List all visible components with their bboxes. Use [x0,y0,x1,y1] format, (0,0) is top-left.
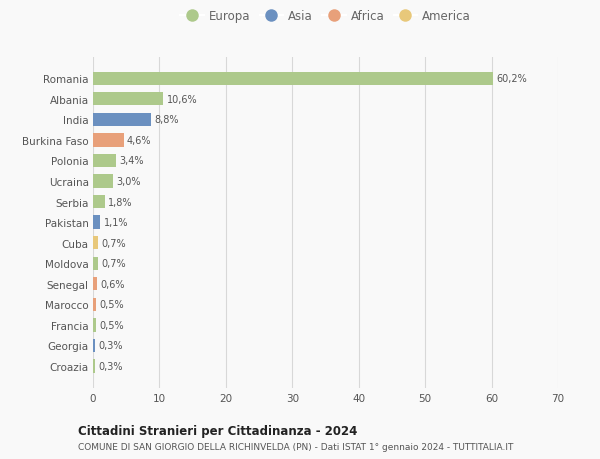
Bar [93,339,95,353]
Text: 0,5%: 0,5% [100,300,124,310]
Text: 8,8%: 8,8% [155,115,179,125]
Text: 1,1%: 1,1% [104,218,128,228]
Bar [93,298,97,311]
Text: 0,6%: 0,6% [100,279,125,289]
Bar [93,359,95,373]
Bar [93,73,493,86]
Bar [93,93,163,106]
Text: 3,0%: 3,0% [116,177,141,187]
Bar [93,154,116,168]
Text: 0,7%: 0,7% [101,258,125,269]
Text: 10,6%: 10,6% [167,95,197,105]
Bar [93,257,98,270]
Bar [93,175,113,188]
Text: 0,3%: 0,3% [98,341,123,351]
Bar [93,134,124,147]
Legend: Europa, Asia, Africa, America: Europa, Asia, Africa, America [180,11,471,23]
Bar [93,113,151,127]
Text: 3,4%: 3,4% [119,156,143,166]
Text: Cittadini Stranieri per Cittadinanza - 2024: Cittadini Stranieri per Cittadinanza - 2… [78,425,358,437]
Text: 1,8%: 1,8% [108,197,133,207]
Bar [93,196,105,209]
Text: 60,2%: 60,2% [496,74,527,84]
Text: 4,6%: 4,6% [127,135,151,146]
Text: 0,3%: 0,3% [98,361,123,371]
Text: COMUNE DI SAN GIORGIO DELLA RICHINVELDA (PN) - Dati ISTAT 1° gennaio 2024 - TUTT: COMUNE DI SAN GIORGIO DELLA RICHINVELDA … [78,442,514,451]
Bar [93,216,100,230]
Text: 0,7%: 0,7% [101,238,125,248]
Bar [93,236,98,250]
Bar [93,278,97,291]
Bar [93,319,97,332]
Text: 0,5%: 0,5% [100,320,124,330]
